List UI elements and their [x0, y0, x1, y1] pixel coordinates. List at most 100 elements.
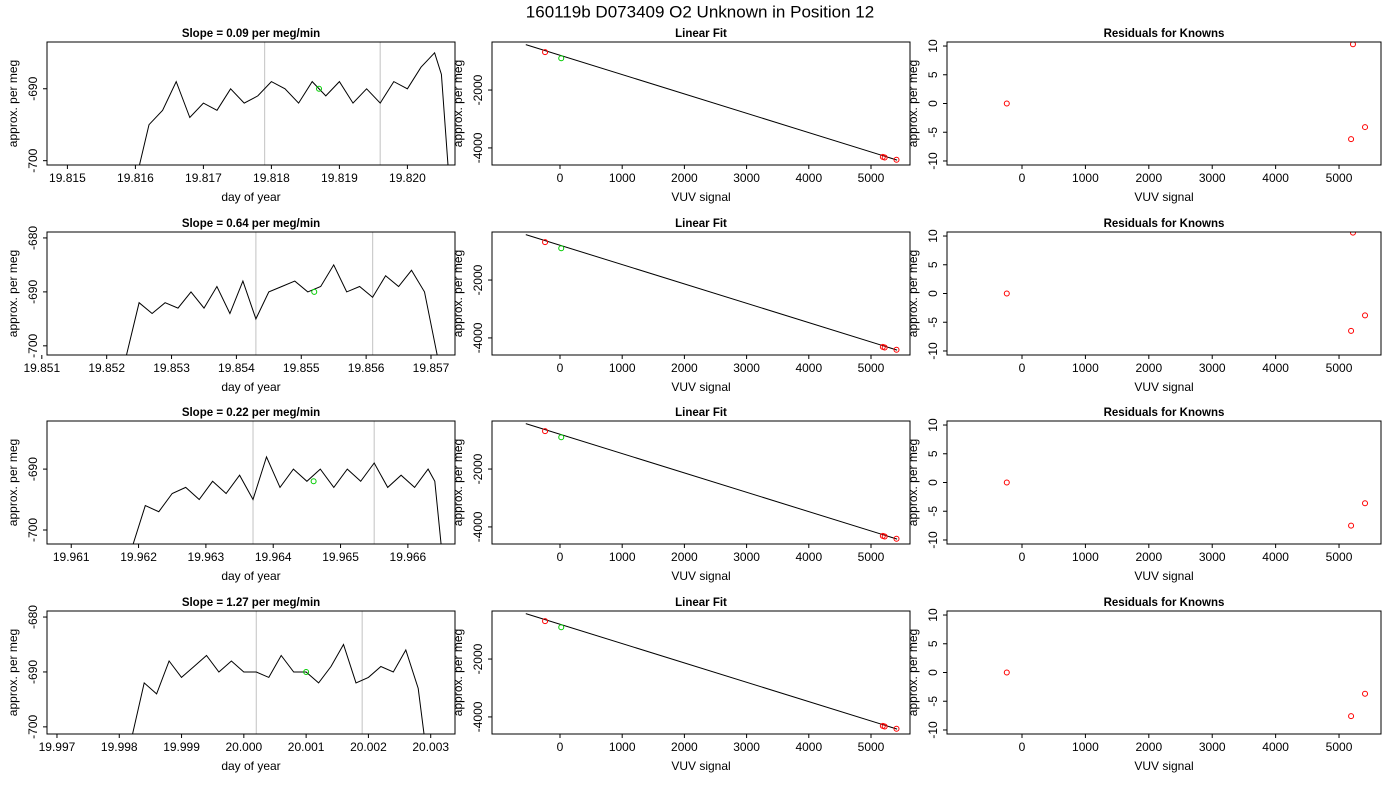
x-tick-label: 19.961: [53, 550, 90, 564]
panel-title: Slope = 0.09 per meg/min: [182, 28, 320, 40]
x-tick-label: 19.855: [283, 361, 320, 375]
panel-title: Residuals for Knowns: [1104, 407, 1225, 419]
x-tick-label: 1000: [1072, 171, 1099, 185]
fit-line: [525, 234, 898, 351]
x-tick-label: 0: [557, 740, 564, 754]
x-tick-label: 0: [1019, 550, 1026, 564]
plot-frame: [946, 41, 1382, 166]
y-axis-label: approx. per meg: [6, 60, 20, 147]
x-tick-label: 19.853: [153, 361, 190, 375]
x-tick-label: 1000: [609, 171, 636, 185]
x-tick-label: 19.963: [188, 550, 225, 564]
unknown-point: [303, 668, 310, 675]
x-tick-label: 2000: [671, 361, 698, 375]
panel-title: Slope = 1.27 per meg/min: [182, 597, 320, 609]
x-tick-label: 3000: [733, 740, 760, 754]
plot-area: [132, 421, 442, 544]
x-axis-label: VUV signal: [1134, 569, 1193, 583]
point: [542, 428, 549, 435]
point: [542, 239, 549, 246]
y-axis-label: approx. per meg: [6, 439, 20, 526]
x-tick-label: 5000: [1326, 740, 1353, 754]
y-tick-label: -700: [26, 334, 40, 358]
x-tick-label: 20.002: [350, 740, 387, 754]
x-tick-label: 5000: [858, 740, 885, 754]
y-axis-label: approx. per meg: [451, 439, 465, 526]
data-line: [138, 51, 449, 165]
y-tick-label: -690: [26, 457, 40, 481]
point: [542, 49, 549, 56]
y-tick-label: -10: [926, 531, 940, 549]
y-tick-label: -5: [926, 317, 940, 328]
point: [1362, 500, 1369, 507]
x-axis-label: VUV signal: [1134, 380, 1193, 394]
panel-title: Linear Fit: [675, 218, 727, 230]
point: [558, 55, 565, 62]
panel-title: Linear Fit: [675, 597, 727, 609]
point: [881, 723, 888, 730]
x-tick-label: 20.003: [412, 740, 449, 754]
x-tick-label: 2000: [1135, 740, 1162, 754]
x-tick-label: 19.852: [88, 361, 125, 375]
point: [1003, 669, 1010, 676]
y-tick-label: -5: [926, 506, 940, 517]
data-line: [132, 643, 425, 734]
plot-frame: [491, 41, 911, 166]
y-tick-label: -690: [26, 660, 40, 684]
x-tick-label: 19.820: [389, 171, 426, 185]
fit-line: [525, 423, 898, 540]
unknown-point: [316, 85, 322, 92]
panel-title: Residuals for Knowns: [1104, 218, 1225, 230]
x-tick-label: 0: [557, 361, 564, 375]
y-tick-label: 10: [926, 39, 940, 53]
x-tick-label: 19.851: [23, 361, 60, 375]
figure-title: 160119b D073409 O2 Unknown in Position 1…: [526, 2, 874, 21]
y-axis-label: approx. per meg: [906, 60, 920, 147]
y-tick-label: 10: [926, 608, 940, 622]
x-tick-label: 20.001: [288, 740, 325, 754]
y-tick-label: -5: [926, 127, 940, 138]
y-tick-label: -680: [26, 605, 40, 629]
y-tick-label: -700: [26, 715, 40, 739]
plot-area: [525, 613, 900, 732]
x-tick-label: 5000: [1326, 550, 1353, 564]
x-tick-label: 19.964: [255, 550, 292, 564]
x-tick-label: 3000: [733, 171, 760, 185]
y-tick-label: -10: [926, 721, 940, 739]
x-axis-label: VUV signal: [671, 380, 730, 394]
point: [1348, 327, 1355, 334]
y-tick-label: 10: [926, 229, 940, 243]
data-line: [132, 455, 442, 544]
x-tick-label: 5000: [858, 550, 885, 564]
y-tick-label: -2000: [471, 74, 485, 105]
plot-frame: [491, 231, 911, 356]
x-tick-label: 3000: [1199, 361, 1226, 375]
plot-area: [525, 423, 900, 542]
x-tick-label: 5000: [858, 361, 885, 375]
x-tick-label: 19.998: [101, 740, 138, 754]
y-tick-label: -4000: [471, 132, 485, 163]
plot-frame: [491, 610, 911, 735]
x-tick-label: 20.000: [225, 740, 262, 754]
x-axis-label: VUV signal: [671, 759, 730, 773]
x-tick-label: 1000: [609, 740, 636, 754]
x-tick-label: 4000: [1262, 550, 1289, 564]
x-tick-label: 2000: [671, 171, 698, 185]
x-tick-label: 19.999: [163, 740, 200, 754]
y-tick-label: -700: [26, 148, 40, 172]
plot-area: [525, 234, 900, 353]
y-axis-label: approx. per meg: [451, 60, 465, 147]
x-tick-label: 2000: [671, 550, 698, 564]
x-tick-label: 1000: [609, 550, 636, 564]
fit-line: [525, 613, 898, 730]
point: [1348, 713, 1355, 720]
x-axis-label: VUV signal: [671, 569, 730, 583]
x-tick-label: 4000: [795, 361, 822, 375]
x-tick-label: 2000: [671, 740, 698, 754]
x-tick-label: 5000: [858, 171, 885, 185]
y-axis-label: approx. per meg: [906, 629, 920, 716]
y-axis-label: approx. per meg: [6, 629, 20, 716]
y-tick-label: -680: [26, 226, 40, 250]
y-axis-label: approx. per meg: [6, 250, 20, 337]
y-axis-label: approx. per meg: [906, 439, 920, 526]
